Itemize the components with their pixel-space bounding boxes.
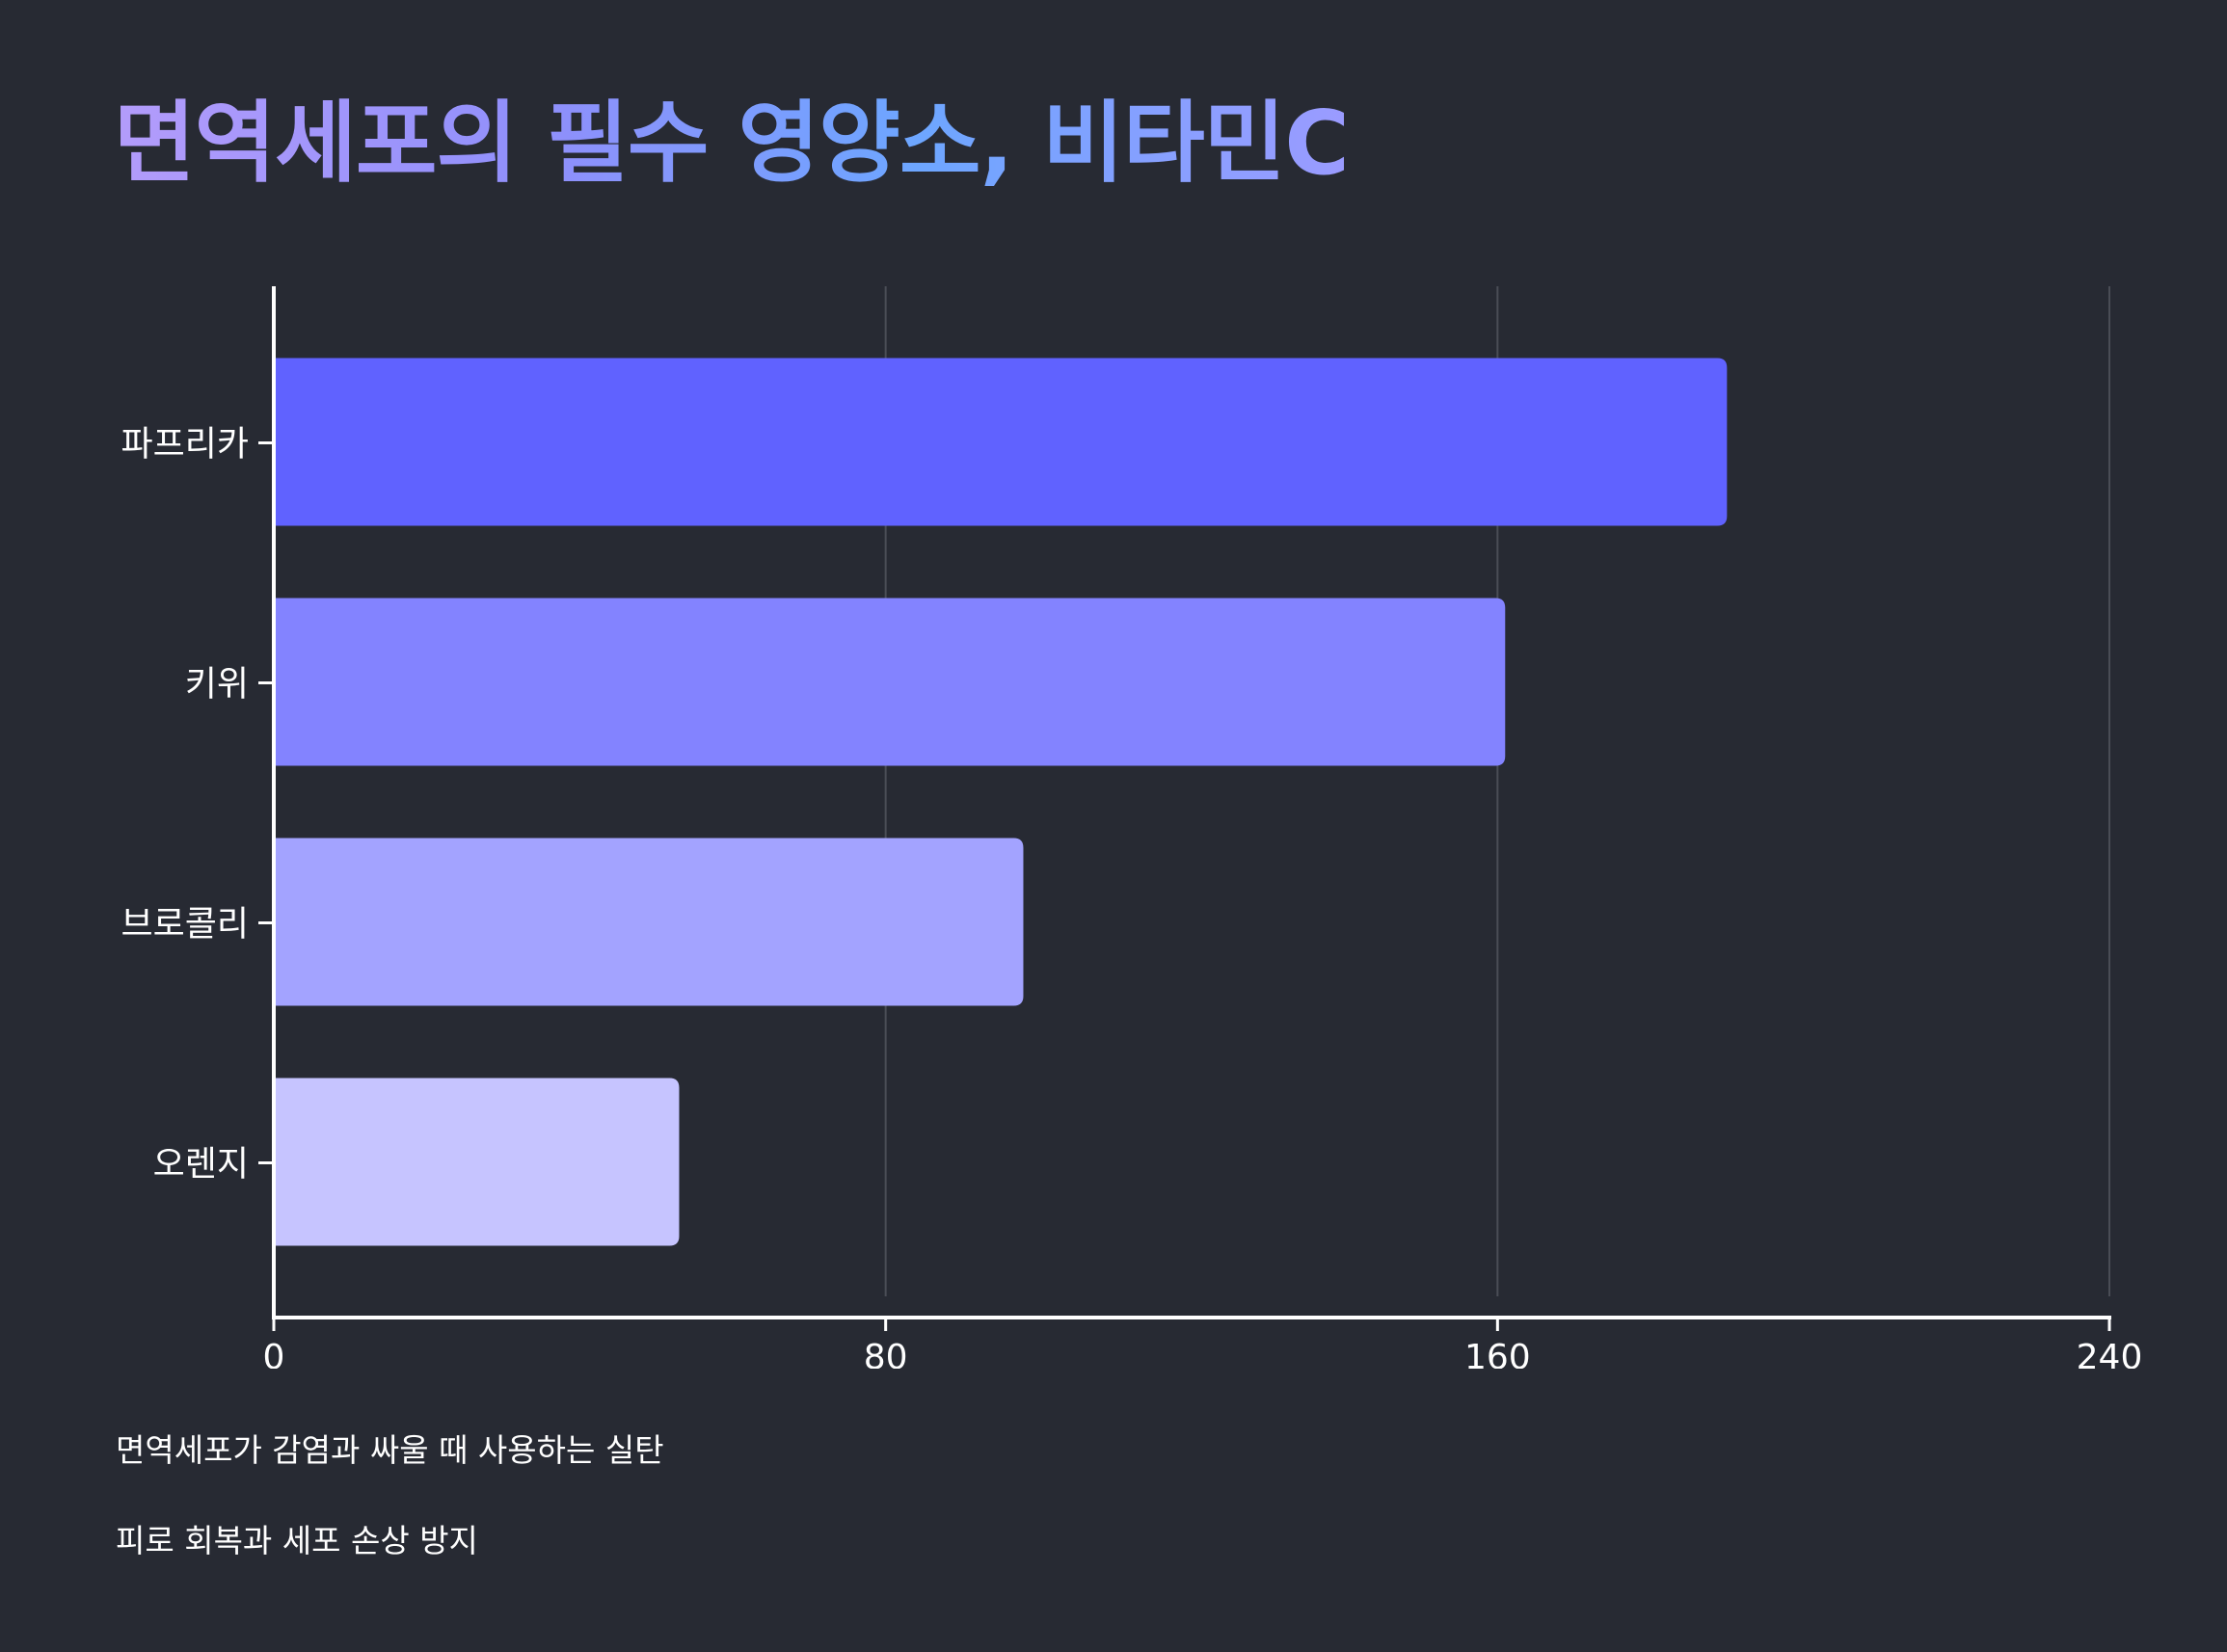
note-line-1: 면역세포가 감염과 싸울 때 사용하는 실탄 bbox=[116, 1431, 664, 1469]
axes bbox=[258, 286, 2111, 1331]
x-tick-label: 80 bbox=[864, 1338, 908, 1369]
category-label: 키위 bbox=[185, 665, 249, 705]
bar bbox=[274, 838, 1024, 1006]
note-line-2: 피로 회복과 세포 손상 방지 bbox=[116, 1522, 478, 1559]
category-label: 브로콜리 bbox=[121, 905, 249, 945]
bar bbox=[274, 598, 1506, 766]
bars bbox=[274, 358, 1728, 1246]
bar bbox=[274, 1078, 680, 1246]
x-tick-label: 240 bbox=[2077, 1338, 2143, 1369]
category-label: 파프리카 bbox=[121, 425, 249, 465]
bar bbox=[274, 358, 1728, 526]
category-label: 오렌지 bbox=[153, 1145, 249, 1185]
chart-title: 면역세포의 필수 영양소, 비타민C bbox=[114, 92, 1350, 195]
x-tick-label: 160 bbox=[1464, 1338, 1531, 1369]
x-tick-label: 0 bbox=[263, 1338, 285, 1369]
